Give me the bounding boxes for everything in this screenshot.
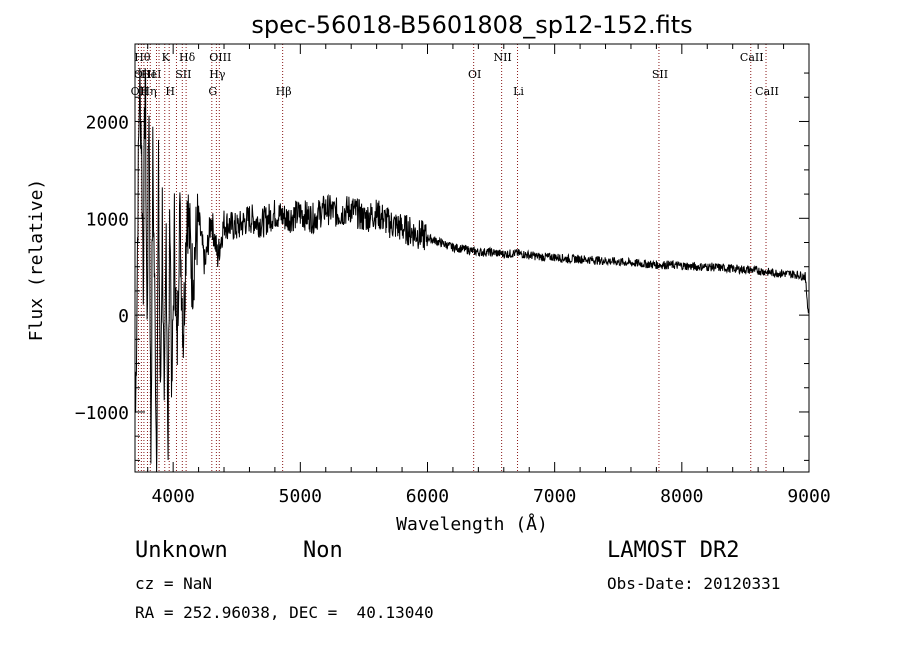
spectral-line-label: CaII bbox=[755, 85, 779, 98]
cz-label: cz = NaN bbox=[135, 574, 213, 593]
spectral-line-label: SII bbox=[652, 68, 668, 81]
line-markers: OIIHθOIIIHηHeIKHSIIHδGHγOIIIHβOINIILiSII… bbox=[131, 44, 779, 472]
x-tick-label: 6000 bbox=[406, 486, 449, 507]
x-tick-label: 5000 bbox=[279, 486, 322, 507]
spectral-line-label: OIII bbox=[209, 51, 231, 64]
spectral-line-label: Li bbox=[513, 85, 524, 98]
spectral-line-label: CaII bbox=[740, 51, 764, 64]
spectral-line-label: OI bbox=[468, 68, 481, 81]
spectral-line-label: G bbox=[208, 85, 217, 98]
spectral-line-label: Hδ bbox=[179, 51, 196, 64]
spectral-line-label: HeI bbox=[141, 68, 161, 81]
spectral-line-label: SII bbox=[175, 68, 191, 81]
x-tick-label: 7000 bbox=[533, 486, 576, 507]
survey-label: LAMOST DR2 bbox=[607, 538, 740, 563]
spectral-line-label: K bbox=[162, 51, 171, 64]
spectral-line-label: Hγ bbox=[209, 68, 226, 81]
y-tick-label: −1000 bbox=[75, 403, 129, 424]
spectrum-line bbox=[135, 67, 809, 473]
y-axis-ticks: −1000 0 1000 2000 bbox=[75, 72, 809, 461]
spectral-line-label: H bbox=[165, 85, 175, 98]
x-tick-label: 8000 bbox=[660, 486, 703, 507]
chart-title: spec-56018-B5601808_sp12-152.fits bbox=[251, 11, 692, 39]
x-tick-label: 9000 bbox=[787, 486, 830, 507]
x-axis-ticks: 4000 5000 6000 7000 8000 9000 bbox=[147, 44, 831, 507]
class-label: Unknown bbox=[135, 538, 228, 563]
y-tick-label: 0 bbox=[118, 306, 129, 327]
spectral-line-label: Hη bbox=[140, 85, 156, 98]
coords-label: RA = 252.96038, DEC = 40.13040 bbox=[135, 603, 434, 622]
spectral-line-label: Hβ bbox=[276, 85, 292, 98]
spectral-line-label: NII bbox=[493, 51, 511, 64]
plot-frame bbox=[134, 43, 810, 473]
y-axis-label: Flux (relative) bbox=[26, 179, 47, 342]
y-tick-label: 2000 bbox=[86, 112, 129, 133]
subclass-label: Non bbox=[303, 538, 343, 563]
x-tick-label: 4000 bbox=[151, 486, 194, 507]
x-axis-label: Wavelength (Å) bbox=[396, 513, 548, 535]
y-tick-label: 1000 bbox=[86, 209, 129, 230]
obs-date-label: Obs-Date: 20120331 bbox=[607, 574, 781, 593]
spectral-line-label: Hθ bbox=[134, 51, 151, 64]
